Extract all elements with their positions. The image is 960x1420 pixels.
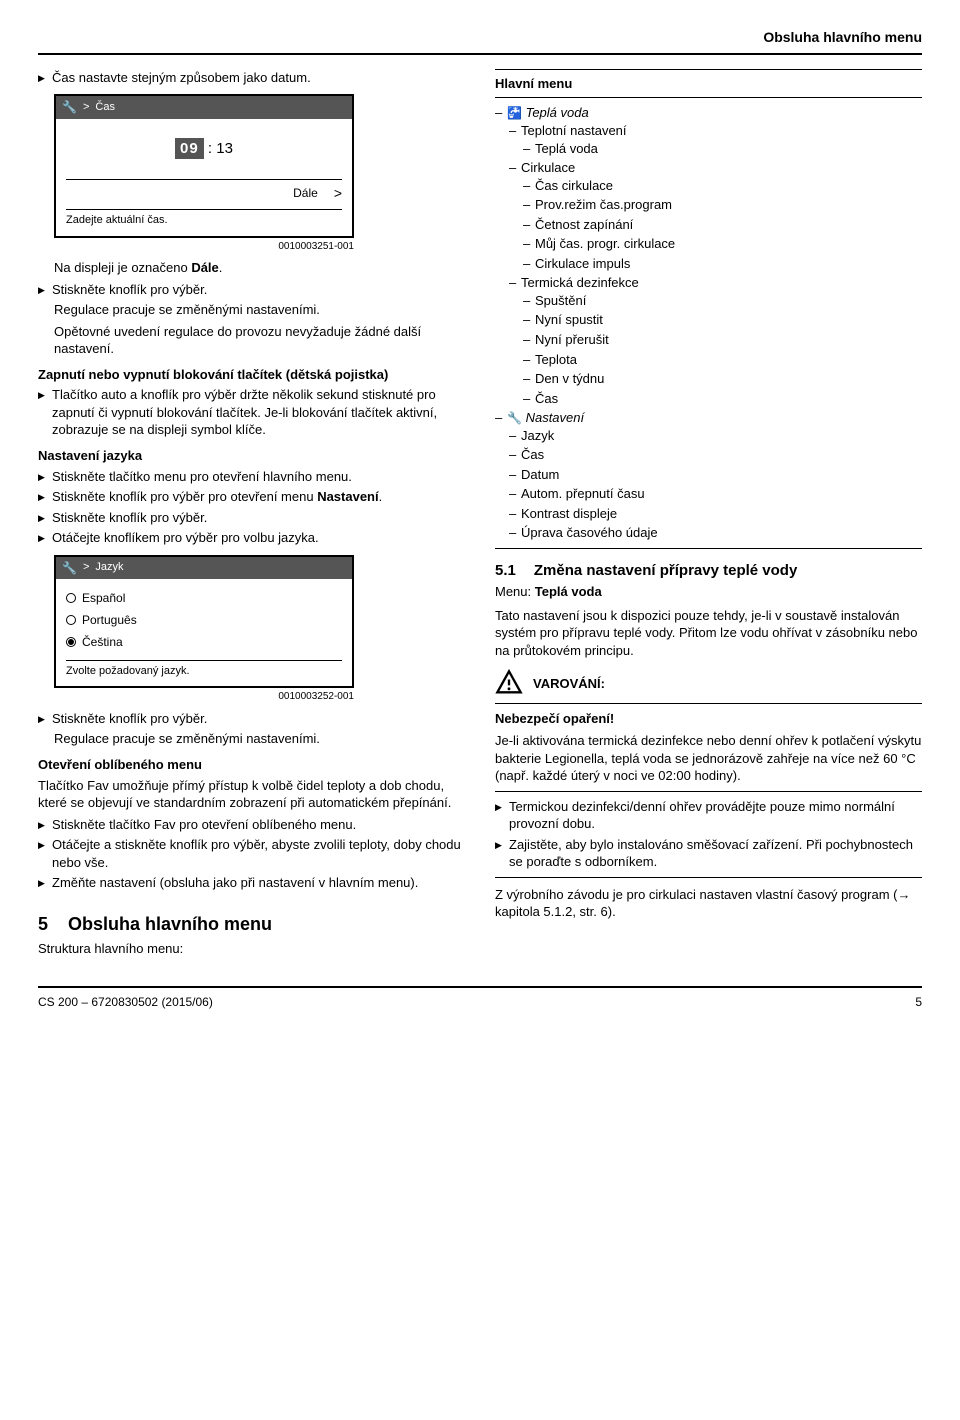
dev1-breadcrumb-arrow: > bbox=[83, 100, 89, 115]
wrench-icon-2: 🔧 bbox=[62, 560, 77, 576]
sub2-b1: Stiskněte knoflík pro výběr pro otevření… bbox=[52, 488, 465, 506]
closing-para: Z výrobního závodu je pro cirkulaci nast… bbox=[495, 886, 922, 921]
dev2-fignum: 0010003252-001 bbox=[54, 690, 354, 704]
intro-bullet: Čas nastavte stejným způsobem jako datum… bbox=[52, 69, 465, 87]
sub3-b2: Změňte nastavení (obsluha jako při nasta… bbox=[52, 874, 465, 892]
radio-icon bbox=[66, 615, 76, 625]
wrench-icon: 🔧 bbox=[62, 99, 77, 115]
tree-cirk-4: Cirkulace impuls bbox=[535, 255, 922, 273]
warn-para: Je-li aktivována termická dezinfekce neb… bbox=[495, 732, 922, 785]
tree-dez-1: Nyní spustit bbox=[535, 311, 922, 329]
tree-cirkulace: Cirkulace Čas cirkulace Prov.režim čas.p… bbox=[521, 159, 922, 272]
tree-dez-3: Teplota bbox=[535, 351, 922, 369]
tree-cirk-3: Můj čas. progr. cirkulace bbox=[535, 235, 922, 253]
b3-1: Regulace pracuje se změněnými nastavením… bbox=[38, 730, 465, 748]
dev1-hint: Zadejte aktuální čas. bbox=[66, 209, 342, 228]
tree-dez-0: Spuštění bbox=[535, 292, 922, 310]
sub2-b2: Stiskněte knoflík pro výběr. bbox=[52, 509, 465, 527]
sub2-title: Nastavení jazyka bbox=[38, 447, 465, 465]
section-5: 5 Obsluha hlavního menu bbox=[38, 912, 465, 936]
sub3-b0: Stiskněte tlačítko Fav pro otevření oblí… bbox=[52, 816, 465, 834]
faucet-icon: 🚰 bbox=[507, 106, 522, 120]
dev1-hour: 09 bbox=[175, 138, 204, 159]
tree-dez-5: Čas bbox=[535, 390, 922, 408]
sub3-title: Otevření oblíbeného menu bbox=[38, 756, 465, 774]
b1-0: Stiskněte knoflík pro výběr. bbox=[52, 281, 465, 299]
warn-b0: Termickou dezinfekci/denní ohřev provádě… bbox=[509, 798, 922, 833]
radio-icon bbox=[66, 593, 76, 603]
b3-0: Stiskněte knoflík pro výběr. bbox=[52, 710, 465, 728]
tree-nast-3: Autom. přepnutí času bbox=[521, 485, 922, 503]
tree-teplotni-0: Teplá voda bbox=[535, 140, 922, 158]
tree-teplotni: Teplotní nastavení Teplá voda bbox=[521, 122, 922, 157]
b1-1: Regulace pracuje se změněnými nastavením… bbox=[38, 301, 465, 319]
footer-page: 5 bbox=[915, 994, 922, 1010]
warn-b1: Zajistěte, aby bylo instalováno směšovac… bbox=[509, 836, 922, 871]
dev1-breadcrumb: Čas bbox=[95, 100, 115, 115]
tree-nast-0: Jazyk bbox=[521, 427, 922, 445]
dev2-hint: Zvolte požadovaný jazyk. bbox=[66, 660, 342, 679]
dev2-breadcrumb-arrow: > bbox=[83, 560, 89, 575]
sub3-para: Tlačítko Fav umožňuje přímý přístup k vo… bbox=[38, 777, 465, 812]
tree-dez-4: Den v týdnu bbox=[535, 370, 922, 388]
warn-title: VAROVÁNÍ: bbox=[533, 675, 605, 693]
page-footer: CS 200 – 6720830502 (2015/06) 5 bbox=[38, 986, 922, 1010]
warning-icon bbox=[495, 669, 523, 697]
dev1-minute: 13 bbox=[216, 140, 233, 157]
tree-nast-5: Úprava časového údaje bbox=[521, 524, 922, 542]
sub2-b0: Stiskněte tlačítko menu pro otevření hla… bbox=[52, 468, 465, 486]
tree-nast-4: Kontrast displeje bbox=[521, 505, 922, 523]
lang-opt-0: Español bbox=[82, 590, 125, 606]
tree-cirk-1: Prov.režim čas.program bbox=[535, 196, 922, 214]
tree-tepla-voda: 🚰 Teplá voda Teplotní nastavení Teplá vo… bbox=[507, 104, 922, 407]
sub1-title: Zapnutí nebo vypnutí blokování tlačítek … bbox=[38, 366, 465, 384]
after-dev1-line: Na displeji je označeno Dále. bbox=[38, 259, 465, 277]
left-column: Čas nastavte stejným způsobem jako datum… bbox=[38, 69, 465, 962]
radio-filled-icon bbox=[66, 637, 76, 647]
tree-nast-1: Čas bbox=[521, 446, 922, 464]
dev2-breadcrumb: Jazyk bbox=[95, 560, 123, 575]
warn-bold: Nebezpečí opaření! bbox=[495, 710, 922, 728]
dev1-next: Dále bbox=[293, 185, 318, 201]
section-5-sub: Struktura hlavního menu: bbox=[38, 940, 465, 958]
main-menu-title: Hlavní menu bbox=[495, 69, 922, 99]
sec51-menu-line: Menu: Teplá voda bbox=[495, 583, 922, 601]
section-5-1: 5.1 Změna nastavení přípravy teplé vody bbox=[495, 561, 922, 581]
tree-dez-2: Nyní přerušit bbox=[535, 331, 922, 349]
tree-nastaveni: 🔧 Nastavení Jazyk Čas Datum Autom. přepn… bbox=[507, 409, 922, 542]
tree-nast-2: Datum bbox=[521, 466, 922, 484]
dev1-arrow-icon: > bbox=[334, 184, 342, 203]
sub3-b1: Otáčejte a stiskněte knoflík pro výběr, … bbox=[52, 836, 465, 871]
tree-cirk-0: Čas cirkulace bbox=[535, 177, 922, 195]
sub1-b0: Tlačítko auto a knoflík pro výběr držte … bbox=[52, 386, 465, 439]
device-lang-box: 🔧 > Jazyk Español Português Čeština Zvol… bbox=[54, 555, 354, 689]
footer-left: CS 200 – 6720830502 (2015/06) bbox=[38, 994, 213, 1010]
lang-opt-2: Čeština bbox=[82, 634, 123, 650]
page-header: Obsluha hlavního menu bbox=[38, 28, 922, 55]
b1-2: Opětovné uvedení regulace do provozu nev… bbox=[38, 323, 465, 358]
dev1-fignum: 0010003251-001 bbox=[54, 240, 354, 254]
tree-cirk-2: Četnost zapínání bbox=[535, 216, 922, 234]
lang-opt-1: Português bbox=[82, 612, 137, 628]
dev1-sep: : bbox=[208, 140, 212, 157]
wrench-icon-tree: 🔧 bbox=[507, 411, 522, 425]
right-column: Hlavní menu 🚰 Teplá voda Teplotní nastav… bbox=[495, 69, 922, 962]
sec51-para: Tato nastavení jsou k dispozici pouze te… bbox=[495, 607, 922, 660]
tree-dezinfekce: Termická dezinfekce Spuštění Nyní spusti… bbox=[521, 274, 922, 407]
device-time-box: 🔧 > Čas 09 : 13 Dále > Zadejte aktuální … bbox=[54, 94, 354, 237]
sub2-b3: Otáčejte knoflíkem pro výběr pro volbu j… bbox=[52, 529, 465, 547]
